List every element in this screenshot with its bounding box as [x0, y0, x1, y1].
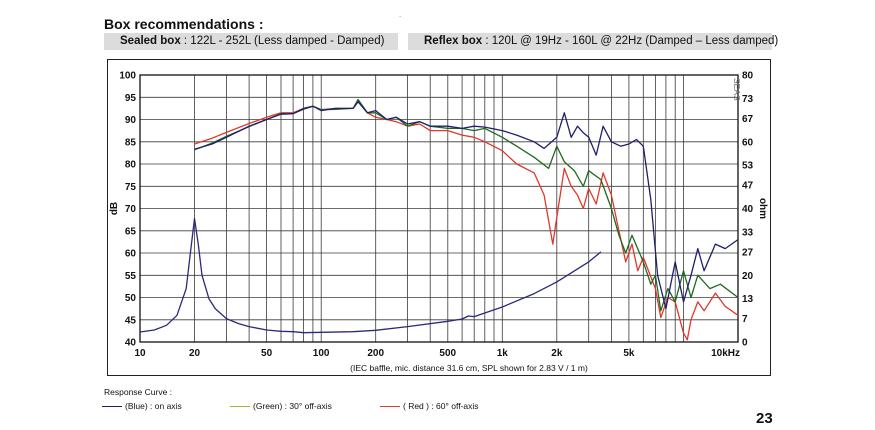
y2-axis-label: ohm — [757, 198, 768, 219]
legend-item-red: ( Red ) : 60° off-axis — [380, 401, 479, 411]
y-axis-label: dB — [109, 202, 120, 215]
y-tick-label: 75 — [125, 182, 137, 193]
y-tick-label: 65 — [125, 226, 137, 237]
x-tick-label: 10kHz — [711, 348, 740, 359]
y-tick-label: 85 — [125, 137, 137, 148]
top-mark: . — [399, 10, 402, 19]
legend-label-blue: (Blue) : on axis — [125, 401, 182, 411]
y2-tick-label: 7 — [742, 314, 748, 325]
y2-tick-label: 53 — [742, 161, 754, 172]
y2-tick-label: 0 — [742, 338, 748, 349]
y-tick-label: 50 — [125, 293, 137, 304]
y2-tick-label: 67 — [742, 114, 754, 125]
y-tick-label: 45 — [125, 315, 137, 326]
y-tick-label: 70 — [125, 204, 137, 215]
x-tick-label: 500 — [439, 348, 456, 359]
page-number: 23 — [756, 410, 773, 427]
sealed-box-label: Sealed box — [120, 35, 181, 47]
y2-tick-label: 13 — [742, 294, 754, 305]
y-tick-label: 55 — [125, 271, 137, 282]
x-tick-label: 2k — [551, 348, 563, 359]
series-line-30deg — [194, 98, 739, 312]
y2-tick-label: 40 — [742, 204, 754, 215]
chart-caption: (IEC baffle, mic. distance 31.6 cm, SPL … — [350, 363, 588, 373]
y-tick-label: 40 — [125, 338, 137, 349]
legend-title: Response Curve : — [104, 387, 173, 397]
legend-swatch-blue — [102, 405, 122, 407]
reflex-box-label: Reflex box — [424, 35, 483, 47]
sealed-box-recommendation: Sealed box : 122L - 252L (Less damped - … — [104, 33, 398, 50]
x-tick-label: 50 — [261, 348, 273, 359]
y-tick-label: 60 — [125, 249, 137, 260]
sealed-box-value: : 122L - 252L (Less damped - Damped) — [180, 35, 385, 47]
y-tick-label: 95 — [125, 93, 137, 104]
plot-area-border — [139, 74, 739, 343]
y2-tick-label: 33 — [742, 227, 754, 238]
x-tick-label: 100 — [313, 348, 330, 359]
response-chart-frame: 40 45 50 55 60 65 70 75 80 85 90 95 100 0 7 13 20 27 33 40 4… — [107, 59, 771, 376]
x-tick-label: 20 — [189, 348, 201, 359]
y2-tick-label: 47 — [742, 181, 754, 192]
legend-swatch-green — [230, 405, 250, 407]
legend-label-red: ( Red ) : 60° off-axis — [403, 401, 479, 411]
x-tick-label: 5k — [623, 348, 635, 359]
y2-tick-label: 60 — [742, 137, 754, 148]
page-title: Box recommendations : — [104, 16, 264, 32]
reflex-box-recommendation: Reflex box : 120L @ 19Hz - 160L @ 22Hz (… — [408, 33, 778, 50]
legend-item-green: (Green) : 30° off-axis — [230, 401, 332, 411]
legend-swatch-red — [380, 405, 400, 407]
x-tick-label: 1k — [497, 348, 509, 359]
y2-tick-label: 27 — [742, 247, 754, 258]
y-tick-label: 80 — [125, 160, 137, 171]
legend-label-green: (Green) : 30° off-axis — [253, 401, 332, 411]
legend-item-blue: (Blue) : on axis — [102, 401, 182, 411]
x-tick-label: 200 — [367, 348, 384, 359]
frequency-response-chart: 40 45 50 55 60 65 70 75 80 85 90 95 100 0 7 13 20 27 33 40 4… — [109, 71, 768, 374]
reflex-box-value: : 120L @ 19Hz - 160L @ 22Hz (Damped – Le… — [482, 35, 779, 47]
series-line-60deg — [194, 101, 739, 341]
y-tick-label: 100 — [119, 71, 136, 82]
y2-tick-label: 20 — [742, 271, 754, 282]
x-tick-label: 10 — [134, 348, 146, 359]
y2-tick-label: 73 — [742, 94, 754, 105]
y2-tick-label: 80 — [742, 71, 754, 82]
series-line-impedance — [139, 217, 602, 334]
watermark-text: SEAS — [732, 78, 742, 101]
series-line-on-axis — [194, 101, 739, 310]
y-tick-label: 90 — [125, 115, 137, 126]
